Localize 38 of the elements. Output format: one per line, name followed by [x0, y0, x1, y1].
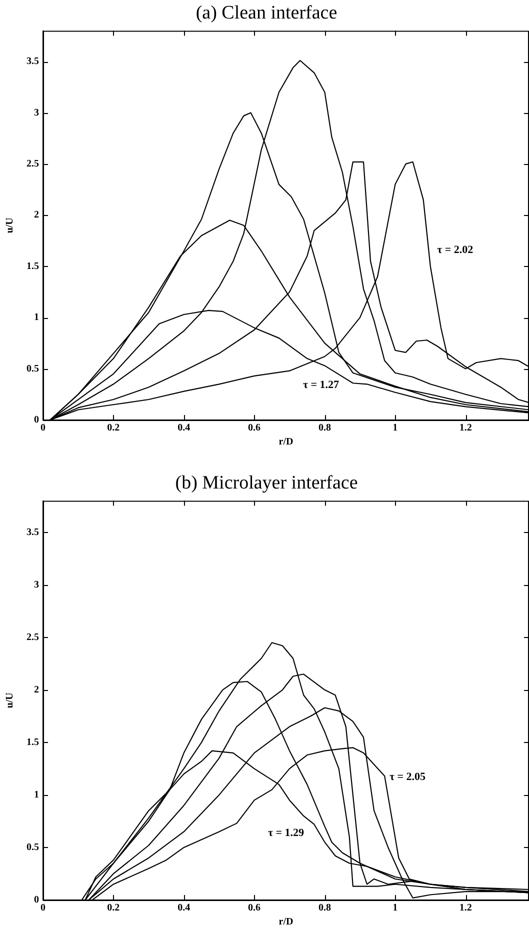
chart-title: (b) Microlayer interface: [175, 472, 358, 494]
y-tick-label: 1: [34, 312, 39, 324]
y-tick-label: 0: [34, 414, 39, 426]
x-axis-title: r/D: [278, 916, 294, 928]
annotation: τ = 1.29: [268, 826, 305, 839]
x-tick-label: 1.2: [459, 422, 472, 434]
x-tick-label: 1.2: [459, 902, 472, 914]
x-tick-label: 0.6: [248, 422, 261, 434]
y-tick-label: 3: [34, 579, 39, 590]
x-tick-label: 0.2: [107, 902, 120, 914]
x-tick-label: 0.4: [178, 902, 190, 914]
y-tick-label: 0.5: [26, 842, 39, 854]
x-tick-label: 0.2: [107, 422, 120, 434]
y-tick-label: 2.5: [26, 632, 39, 643]
y-tick-label: 2.5: [26, 158, 39, 170]
annotation: τ = 1.27: [302, 378, 340, 391]
y-tick-label: 2: [34, 684, 39, 696]
x-tick-label: 0.6: [248, 902, 261, 914]
y-tick-label: 2: [34, 210, 39, 221]
x-axis-title: r/D: [278, 436, 294, 448]
y-axis-title: u/U: [4, 692, 16, 708]
y-tick-label: 1.5: [26, 737, 39, 748]
x-tick-label: 1: [392, 902, 398, 914]
y-tick-label: 1.5: [26, 260, 39, 272]
x-tick-label: 0.8: [318, 422, 331, 434]
x-tick-label: 1: [392, 422, 398, 434]
y-tick-label: 1: [34, 790, 39, 801]
x-tick-label: 0.8: [318, 902, 331, 914]
y-tick-label: 0.5: [26, 363, 39, 374]
annotation: τ = 2.02: [437, 244, 474, 256]
y-tick-label: 3: [34, 107, 39, 118]
chart-title: (a) Clean interface: [196, 2, 338, 24]
y-tick-label: 3.5: [26, 526, 39, 538]
x-tick-label: 0.4: [178, 422, 190, 434]
y-tick-label: 0: [34, 894, 39, 906]
y-tick-label: 3.5: [26, 56, 39, 68]
y-axis-title: u/U: [4, 218, 16, 234]
annotation: τ = 2.05: [389, 770, 426, 783]
